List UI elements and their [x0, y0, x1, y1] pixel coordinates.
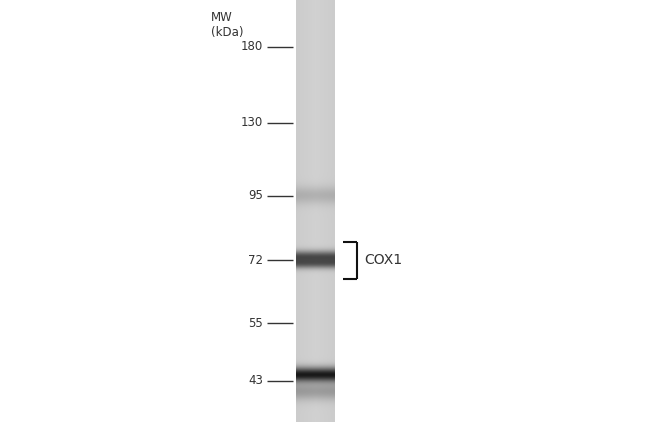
Text: 180: 180 — [241, 40, 263, 53]
Text: 55: 55 — [248, 316, 263, 330]
Text: 130: 130 — [241, 116, 263, 129]
Text: MW
(kDa): MW (kDa) — [211, 11, 244, 39]
Text: 95: 95 — [248, 189, 263, 202]
Text: COX1: COX1 — [365, 253, 403, 268]
Text: 72: 72 — [248, 254, 263, 267]
Text: 43: 43 — [248, 374, 263, 387]
